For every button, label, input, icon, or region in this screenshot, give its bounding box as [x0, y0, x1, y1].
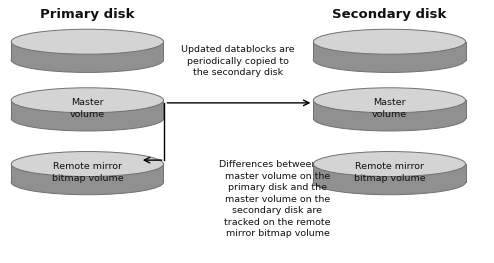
Ellipse shape — [313, 106, 465, 131]
Ellipse shape — [11, 29, 164, 54]
Text: Secondary disk: Secondary disk — [332, 8, 447, 21]
Polygon shape — [313, 100, 465, 119]
Ellipse shape — [313, 88, 465, 113]
Polygon shape — [313, 42, 465, 60]
Text: Differences between the
master volume on the
primary disk and the
master volume : Differences between the master volume on… — [219, 160, 336, 238]
Ellipse shape — [313, 29, 465, 54]
Polygon shape — [11, 100, 164, 119]
Ellipse shape — [11, 151, 164, 176]
Text: Master
volume: Master volume — [372, 98, 407, 119]
Ellipse shape — [313, 47, 465, 72]
Ellipse shape — [11, 88, 164, 113]
Polygon shape — [11, 42, 164, 60]
Polygon shape — [11, 164, 164, 182]
Text: Primary disk: Primary disk — [40, 8, 134, 21]
Text: Remote mirror
bitmap volume: Remote mirror bitmap volume — [51, 162, 123, 183]
Text: Master
volume: Master volume — [70, 98, 105, 119]
Text: Updated datablocks are
periodically copied to
the secondary disk: Updated datablocks are periodically copi… — [181, 45, 295, 77]
Ellipse shape — [11, 170, 164, 195]
Ellipse shape — [11, 106, 164, 131]
Text: Remote mirror
bitmap volume: Remote mirror bitmap volume — [354, 162, 425, 183]
Polygon shape — [313, 164, 465, 182]
Ellipse shape — [313, 151, 465, 176]
Ellipse shape — [11, 47, 164, 72]
Ellipse shape — [313, 170, 465, 195]
